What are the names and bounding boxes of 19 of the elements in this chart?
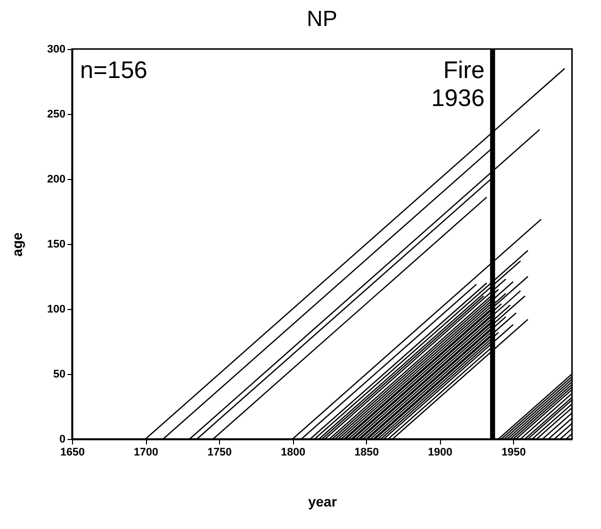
x-tick-label: 1800 bbox=[280, 446, 306, 458]
x-tick-label: 1650 bbox=[60, 446, 85, 458]
x-tick-label: 1700 bbox=[134, 446, 158, 458]
x-tick-label: 1750 bbox=[207, 446, 232, 458]
y-axis-title: age bbox=[9, 232, 26, 257]
x-axis-title: year bbox=[308, 494, 338, 510]
y-tick-label: 300 bbox=[47, 44, 66, 56]
x-tick-label: 1950 bbox=[501, 446, 526, 458]
chart-title: NP bbox=[306, 6, 338, 31]
x-tick-label: 1850 bbox=[354, 446, 379, 458]
y-tick-label: 0 bbox=[59, 434, 66, 446]
x-tick-label: 1900 bbox=[428, 446, 452, 458]
y-tick-label: 250 bbox=[47, 108, 66, 120]
annotation: n=156 bbox=[80, 57, 148, 84]
y-tick-label: 50 bbox=[53, 368, 66, 380]
y-tick-label: 150 bbox=[47, 238, 66, 250]
y-tick-label: 200 bbox=[47, 174, 66, 186]
ref-line-label: Fire 1936 bbox=[431, 57, 485, 112]
y-tick-label: 100 bbox=[47, 304, 66, 316]
